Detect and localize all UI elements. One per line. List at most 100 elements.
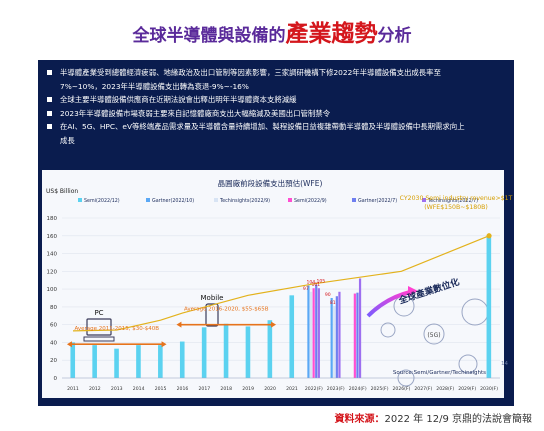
x-tick-label: 2022(F) bbox=[305, 386, 323, 392]
data-label: 101 bbox=[311, 282, 320, 288]
average-arrow-right-icon bbox=[271, 321, 277, 328]
bar bbox=[330, 298, 333, 378]
pc-label: PC bbox=[94, 309, 103, 317]
y-tick-label: 60 bbox=[50, 323, 57, 329]
legend-label: Techinsights(2022/7) bbox=[427, 198, 478, 204]
legend-label: Gartner(2022/10) bbox=[152, 198, 194, 204]
bullet-square-icon bbox=[47, 124, 52, 129]
bar bbox=[312, 288, 315, 378]
bullet-line-continued: 7%~10%，2023年半導體設備支出轉為衰退-9%~-16% bbox=[60, 81, 249, 91]
bullet-item: 全球主要半導體設備供應商在近期法說會出釋出明年半導體資本支將減緩 bbox=[46, 93, 508, 107]
x-tick-label: 2030(F) bbox=[480, 386, 498, 392]
bullet-item: 在AI、5G、HPC、eV等終端產品需求量及半導體含量持續增加、製程設備日益複雜… bbox=[46, 120, 508, 147]
wfe-chart: 晶圓廠前段設備支出預估(WFE) US$ Billion Semi(2022/1… bbox=[42, 170, 513, 398]
x-tick-label: 2028(F) bbox=[436, 386, 454, 392]
x-tick-label: 2015 bbox=[155, 386, 167, 392]
digital-arrow-head-icon bbox=[408, 286, 418, 297]
bar bbox=[201, 327, 207, 378]
y-tick-label: 100 bbox=[47, 287, 58, 293]
trend-line bbox=[72, 233, 492, 332]
data-label: 105 bbox=[316, 279, 325, 285]
bar bbox=[179, 341, 185, 378]
5g-icon bbox=[423, 323, 445, 345]
page-number: 14 bbox=[501, 361, 508, 367]
y-tick-label: 160 bbox=[47, 234, 58, 240]
x-tick-label: 2024(F) bbox=[349, 386, 367, 392]
bar bbox=[114, 348, 119, 378]
y-tick-label: 0 bbox=[54, 376, 58, 382]
5g-icon-text: (5G) bbox=[427, 332, 440, 339]
bullet-line: 在AI、5G、HPC、eV等終端產品需求量及半導體含量持續增加、製程設備日益複雜… bbox=[60, 122, 465, 131]
y-tick-label: 40 bbox=[50, 340, 57, 346]
y-tick-label: 180 bbox=[47, 216, 58, 222]
average-arrows: Average 2011-2015, $30-$40B Average 2016-… bbox=[66, 307, 277, 348]
x-tick-label: 2027(F) bbox=[414, 386, 432, 392]
legend-swatch bbox=[288, 198, 292, 202]
data-label: 104 bbox=[306, 280, 315, 286]
x-tick-label: 2012 bbox=[89, 386, 101, 392]
bullet-item: 2023年半導體設備市場衰弱主要來自記憶體廠商支出大幅縮減及美國出口管制禁令 bbox=[46, 107, 508, 121]
bar bbox=[333, 306, 336, 378]
gear-icon bbox=[458, 354, 478, 374]
ai-icon bbox=[393, 295, 415, 317]
legend-label: Gartner(2022/7) bbox=[358, 198, 397, 204]
x-tick-label: 2011 bbox=[67, 386, 79, 392]
bullet-square-icon bbox=[47, 110, 52, 116]
chart-decorations: (5G) bbox=[83, 295, 489, 387]
x-tick-label: 2025(F) bbox=[371, 386, 389, 392]
title-part1: 全球半導體與設備的 bbox=[132, 26, 286, 46]
chart-bars bbox=[70, 235, 492, 378]
bar bbox=[309, 291, 313, 378]
bar bbox=[92, 345, 97, 378]
bullet-square-icon bbox=[47, 70, 52, 75]
wfe-annotation: (WFE$150B~$180B) bbox=[424, 204, 488, 211]
bullet-square-icon bbox=[47, 97, 52, 102]
trend-polyline bbox=[72, 235, 490, 332]
bar bbox=[315, 284, 318, 378]
source-caption-label: 資料來源： bbox=[334, 414, 385, 425]
data-label: 81 bbox=[330, 300, 336, 306]
network-icon bbox=[380, 322, 396, 338]
title-part3: 分析 bbox=[377, 26, 412, 46]
x-tick-label: 2018 bbox=[220, 386, 232, 392]
y-tick-label: 140 bbox=[47, 252, 58, 258]
y-axis-ticks: 0 20 40 60 80 100 120 140 160 180 bbox=[47, 216, 58, 382]
x-tick-label: 2013 bbox=[111, 386, 123, 392]
x-tick-label: 2016 bbox=[177, 386, 189, 392]
trend-endpoint bbox=[486, 233, 492, 239]
bullet-line: 半導體產業受到總體經濟疲弱、地緣政治及出口管制等因素影響，三家調研機構下修202… bbox=[60, 68, 441, 77]
legend-label: Semi(2022/12) bbox=[84, 198, 120, 204]
x-tick-label: 2029(F) bbox=[458, 386, 476, 392]
y-tick-label: 20 bbox=[50, 358, 57, 364]
bar bbox=[317, 288, 320, 378]
bullet-line: 2023年半導體設備市場衰弱主要來自記憶體廠商支出大幅縮減及美國出口管制禁令 bbox=[60, 108, 331, 118]
bar bbox=[353, 293, 356, 378]
bullet-list: 半導體產業受到總體經濟疲弱、地緣政治及出口管制等因素影響，三家調研機構下修202… bbox=[46, 66, 508, 147]
bullet-line: 全球主要半導體設備供應商在近期法說會出釋出明年半導體資本支將減緩 bbox=[60, 95, 297, 104]
x-axis-ticks: 2011 2012 2013 2014 2015 2016 2017 2018 2019 2020… bbox=[62, 377, 500, 392]
y-tick-label: 80 bbox=[50, 305, 57, 311]
x-tick-label: 2017 bbox=[198, 386, 210, 392]
average-label: Average 2011-2015, $30-$40B bbox=[74, 326, 159, 332]
source-note: Source:Semi/Gartner/Techinsights bbox=[393, 370, 486, 376]
bar bbox=[338, 291, 341, 378]
x-tick-label: 2023(F) bbox=[327, 386, 345, 392]
bar bbox=[486, 235, 492, 378]
legend-label: Semi(2022/9) bbox=[294, 198, 327, 204]
chart-title: 晶圓廠前段設備支出預估(WFE) bbox=[218, 178, 323, 188]
x-tick-label: 2020 bbox=[264, 386, 276, 392]
mobile-label: Mobile bbox=[201, 294, 224, 302]
bar bbox=[245, 326, 251, 378]
data-label: 90 bbox=[325, 292, 331, 298]
title-highlight: 產業趨勢 bbox=[285, 21, 378, 47]
source-caption-text: 2022 年 12/9 京鼎的法說會簡報 bbox=[384, 414, 532, 425]
mobile-phone-icon bbox=[205, 303, 219, 327]
bar bbox=[158, 345, 163, 378]
average-arrow-left-icon bbox=[66, 341, 72, 348]
bar bbox=[358, 278, 362, 378]
legend-swatch bbox=[422, 198, 426, 202]
legend-swatch bbox=[214, 198, 218, 202]
x-tick-label: 2026(F) bbox=[392, 386, 410, 392]
x-tick-label: 2021 bbox=[286, 386, 298, 392]
